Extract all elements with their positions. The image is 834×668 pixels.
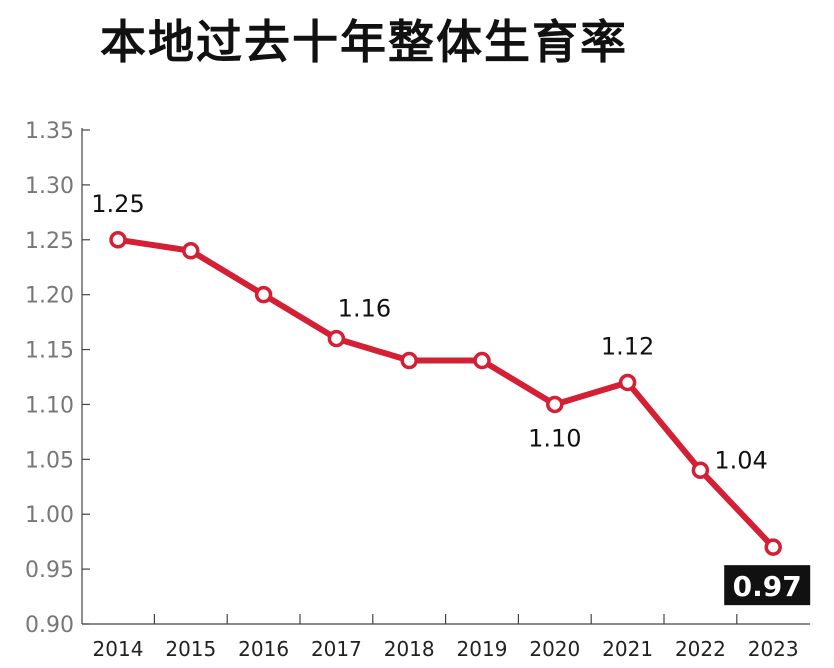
y-tick-label: 1.15	[25, 339, 74, 364]
data-point	[400, 351, 418, 370]
x-tick-label: 2018	[384, 637, 435, 661]
y-tick-label: 1.30	[25, 174, 74, 199]
x-tick-label: 2021	[602, 637, 653, 661]
data-label: 1.10	[528, 424, 581, 452]
x-tick-label: 2019	[457, 637, 508, 661]
y-tick-label: 0.90	[25, 613, 74, 638]
x-tick-label: 2023	[748, 637, 799, 661]
x-tick-label: 2016	[238, 637, 289, 661]
data-point	[764, 538, 782, 556]
data-point	[182, 242, 200, 260]
data-label: 1.04	[714, 446, 767, 474]
y-tick-label: 1.00	[25, 503, 74, 528]
data-point	[618, 373, 637, 392]
data-point	[327, 329, 346, 348]
y-tick-label: 1.05	[25, 448, 74, 473]
data-point	[546, 395, 564, 414]
y-tick-label: 1.25	[25, 229, 74, 254]
x-tick-label: 2020	[529, 637, 580, 661]
y-tick-label: 0.95	[25, 558, 74, 583]
highlight-label-box	[724, 565, 811, 606]
data-point	[691, 461, 710, 480]
x-tick-label: 2015	[165, 637, 216, 661]
x-tick-label: 2017	[311, 637, 362, 661]
data-point	[254, 285, 273, 304]
data-label: 0.97	[733, 570, 802, 603]
y-tick-label: 1.35	[25, 119, 74, 144]
x-tick-label: 2022	[675, 637, 726, 661]
chart-title: 本地过去十年整体生育率	[100, 15, 628, 69]
y-tick-label: 1.20	[25, 284, 74, 309]
data-label: 1.25	[91, 190, 144, 218]
data-label: 1.12	[601, 332, 654, 360]
data-label: 1.16	[338, 295, 391, 323]
x-tick-label: 2014	[93, 637, 144, 661]
y-tick-label: 1.10	[25, 393, 74, 418]
series-line	[115, 236, 777, 551]
data-point	[109, 231, 127, 249]
data-point	[473, 351, 491, 370]
